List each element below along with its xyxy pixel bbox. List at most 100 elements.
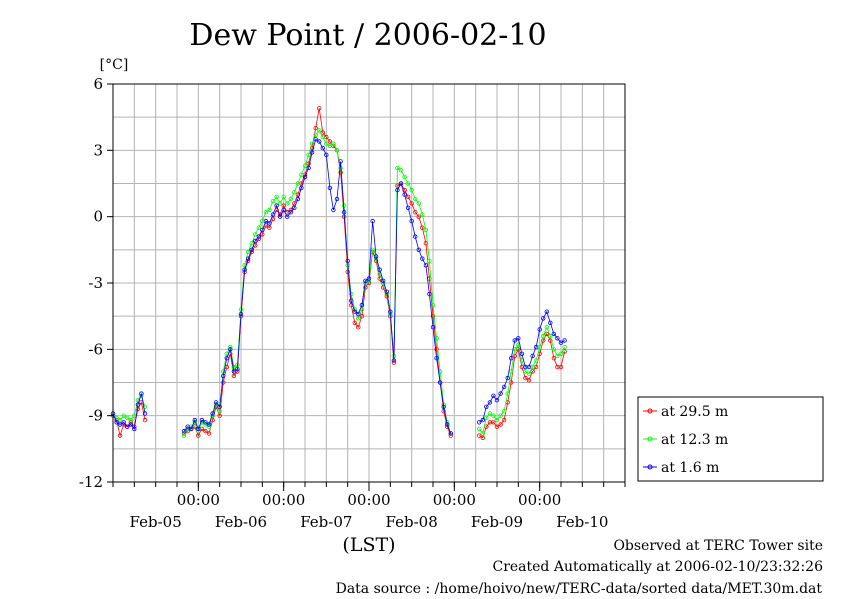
series-point [327,139,333,144]
series-point [548,320,553,325]
series-point [306,152,311,157]
series-point [270,212,276,217]
series-point [416,214,421,219]
series-point [409,187,414,193]
series-point [203,428,208,434]
series-point [377,267,382,272]
footer-data-source: Data source : /home/hoivo/new/TERC-data/… [336,581,823,595]
series-point [252,232,258,237]
series-point [274,194,279,199]
grid-lines [113,84,625,482]
series-point [544,325,549,330]
series-point [199,417,205,423]
series-point [324,152,329,157]
series-point [203,420,208,425]
series-point [388,309,393,314]
series-point [306,165,311,171]
series-point [260,232,265,237]
series-point [420,225,425,230]
series-point [285,201,290,206]
series-point [441,409,446,414]
y-tick-label: 0 [93,208,103,226]
series-point [530,369,535,374]
series-point [558,351,564,356]
series-point [185,424,190,429]
series-point [228,347,233,352]
series-point [114,420,119,425]
series-point [526,364,532,370]
series-point [317,106,322,111]
series-point [217,404,222,409]
series-point [512,338,517,343]
series-point [192,417,197,423]
series-point [334,148,340,153]
y-tick-label: 6 [93,75,103,93]
series-point [270,198,276,204]
series-point [523,375,528,381]
series-point [509,369,514,374]
series-point [217,413,222,418]
series-point [484,404,489,409]
series-point [448,431,453,436]
series-point [220,380,226,385]
x-tick-date-label: Feb-07 [300,513,352,531]
series-point [384,289,389,294]
series-point [256,234,261,239]
series-point [395,187,400,193]
series-point [544,309,549,314]
series-point [533,344,539,350]
series-point [441,404,446,409]
series-point [231,369,237,374]
series-point [220,369,226,374]
series-point [370,218,375,224]
series-point [242,267,247,272]
series-line [478,326,565,435]
series-point [562,338,567,343]
x-tick-date-label: Feb-06 [215,513,267,531]
x-tick-date-label: Feb-05 [130,513,182,531]
series-point [324,141,329,146]
series-point [356,325,361,330]
series-point [245,256,251,261]
series-point [206,431,212,436]
series-point [210,411,215,416]
series-point [345,269,350,275]
series-point [320,145,325,151]
series-point [281,207,286,213]
series-point [309,150,315,155]
series-point [217,409,222,414]
series-point [327,143,333,149]
series-point [445,422,450,427]
series-point [494,398,500,403]
series-point [430,302,436,308]
series-point [398,167,404,173]
series-point [295,196,301,202]
series-line [183,108,452,437]
series-0 [110,106,567,440]
footer-created-timestamp: Created Automatically at 2006-02-10/23:3… [492,559,823,575]
series-point [224,356,229,361]
series-point [117,422,123,427]
series-point [487,400,493,405]
series-point [409,218,414,224]
series-point [416,247,421,252]
legend-swatch-marker [647,408,653,414]
series-point [480,435,485,440]
series-point [121,420,126,425]
series-point [381,278,386,283]
legend-swatch-marker [647,464,653,470]
chart-title: Dew Point / 2006-02-10 [189,18,546,53]
series-point [523,369,528,374]
series-point [413,234,418,239]
y-tick-label: 3 [93,141,103,159]
series-point [484,415,489,421]
x-tick-time-label: 00:00 [177,491,220,509]
series-point [356,311,361,317]
series-point [313,125,318,131]
series-point [142,404,148,409]
series-lines [110,106,567,440]
series-point [281,203,286,208]
series-point [359,302,365,308]
series-point [434,347,439,352]
